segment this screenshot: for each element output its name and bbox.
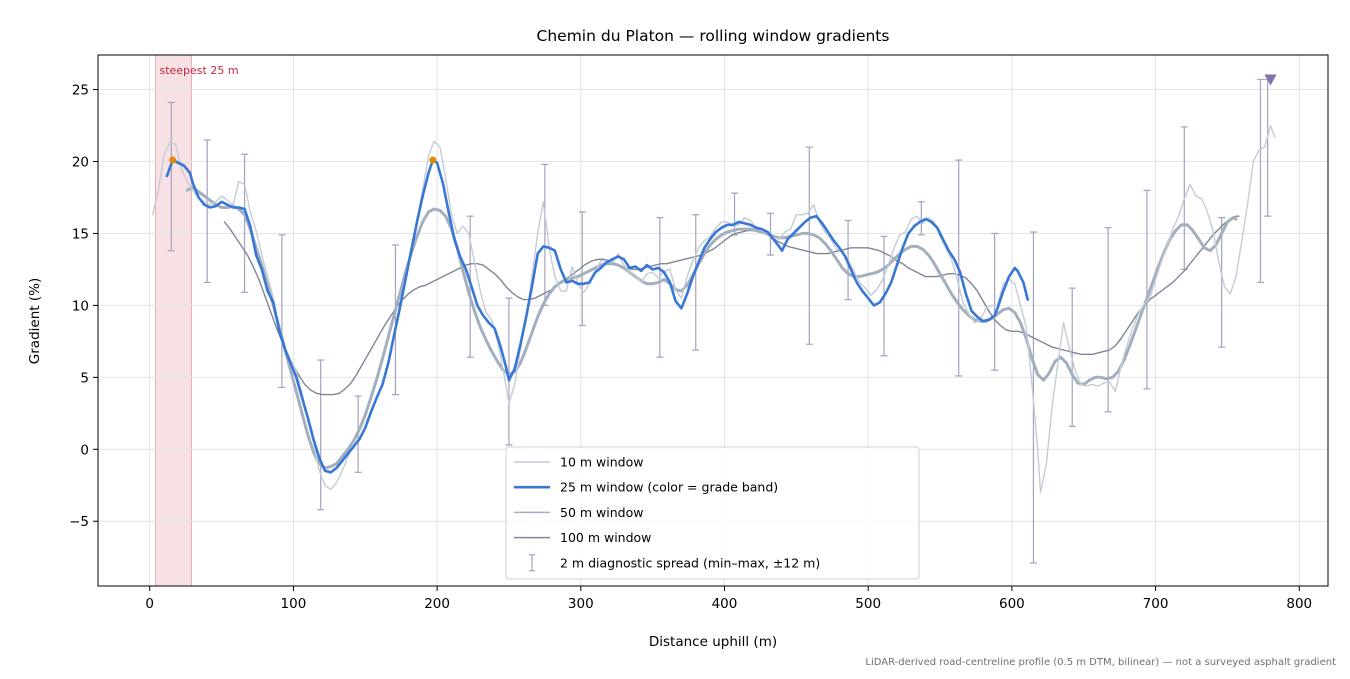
y-tick-label: −5	[69, 514, 89, 530]
chart-title: Chemin du Platon — rolling window gradie…	[537, 27, 890, 45]
plot-frame	[97, 54, 1329, 587]
x-tick-label: 100	[281, 596, 307, 612]
x-tick-label: 500	[855, 596, 881, 612]
legend-entry-spread: 2 m diagnostic spread (min–max, ±12 m)	[560, 555, 820, 570]
end-marker	[1264, 74, 1277, 86]
series-50m-window-line	[185, 185, 1238, 470]
steepest-segment-label: steepest 25 m	[159, 64, 238, 77]
marker-layer	[169, 74, 1277, 164]
x-tick-label: 200	[424, 596, 450, 612]
steepest-segment-band	[155, 54, 192, 587]
y-tick-label: 15	[72, 226, 89, 242]
axes-layer: 0 100 200 300 400 500 600 700 800 −5 0 5 10 15 20 25	[69, 54, 1329, 612]
series-10m-window-line	[151, 124, 1276, 494]
x-axis-label: Distance uphill (m)	[649, 634, 777, 650]
y-tick-label: 10	[72, 298, 89, 314]
y-tick-label: 25	[72, 83, 89, 99]
y-tick-label: 0	[80, 442, 89, 458]
series-layer	[151, 78, 1276, 564]
x-tick-label: 400	[712, 596, 738, 612]
x-tick-label: 700	[1143, 596, 1169, 612]
legend: 10 m window 25 m window (color = grade ba…	[505, 446, 920, 580]
footnote: LiDAR-derived road-centreline profile (0…	[865, 657, 1336, 668]
legend-entry-10m: 10 m window	[560, 455, 643, 470]
x-tick-label: 300	[568, 596, 594, 612]
y-tick-label: 5	[80, 370, 89, 386]
x-tick-label: 800	[1286, 596, 1312, 612]
x-tick-label: 0	[145, 596, 154, 612]
peak-marker	[429, 156, 437, 164]
y-tick-label: 20	[72, 154, 89, 170]
legend-entry-25m: 25 m window (color = grade band)	[560, 480, 778, 495]
peak-marker	[169, 156, 177, 164]
y-axis-label: Gradient (%)	[27, 278, 43, 364]
x-tick-label: 600	[999, 596, 1025, 612]
legend-box	[505, 446, 920, 580]
legend-entry-50m: 50 m window	[560, 505, 643, 520]
legend-entry-100m: 100 m window	[560, 530, 651, 545]
series-25m-window-line	[165, 158, 1029, 474]
